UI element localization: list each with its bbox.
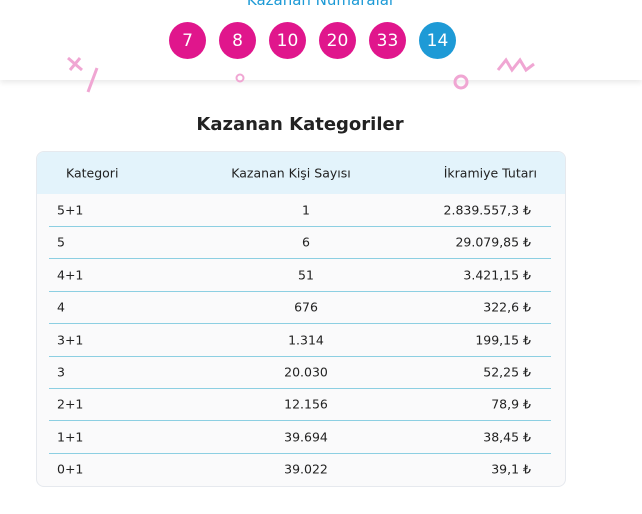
table: Kategori Kazanan Kişi Sayısı İkramiye Tuta… <box>36 151 566 487</box>
table-cell: 199,15 ₺ <box>475 332 531 348</box>
table-cell: 12.156 <box>284 396 328 412</box>
table-cell: 78,9 ₺ <box>491 396 531 412</box>
table-cell: 39,1 ₺ <box>491 461 531 477</box>
number-ball: 10 <box>269 22 306 59</box>
table-cell: 51 <box>298 267 314 283</box>
table-row: 1+1 39.694 38,45 ₺ <box>49 421 551 454</box>
table-row: 3 20.030 52,25 ₺ <box>49 356 551 389</box>
table-cell: 4+1 <box>57 267 84 283</box>
column-header: Kazanan Kişi Sayısı <box>231 165 351 181</box>
number-ball: 8 <box>219 22 256 59</box>
section-title: Kazanan Kategoriler <box>196 114 404 135</box>
table-cell: 20.030 <box>284 364 328 380</box>
table-row: 2+1 12.156 78,9 ₺ <box>49 388 551 422</box>
column-header: Kategori <box>66 165 119 181</box>
table-row: 5 6 29.079,85 ₺ <box>49 226 551 260</box>
table-row: 3+1 1.314 199,15 ₺ <box>49 324 551 357</box>
table-cell: 3 <box>57 364 65 380</box>
table-cell: 2+1 <box>57 396 84 412</box>
table-cell: 5+1 <box>57 202 84 218</box>
numbers-title: Kazanan Numaralar <box>246 0 396 9</box>
table-cell: 1+1 <box>57 429 84 445</box>
table-cell: 676 <box>294 299 318 315</box>
table-cell: 39.022 <box>284 461 328 477</box>
table-cell: 52,25 ₺ <box>483 364 531 380</box>
balls: 7 8 10 20 33 14 <box>169 22 456 59</box>
table-cell: 5 <box>57 234 65 250</box>
table-header: Kategori Kazanan Kişi Sayısı İkramiye Tuta… <box>37 152 565 194</box>
table-cell: 1.314 <box>288 332 324 348</box>
decoration <box>67 56 535 93</box>
number-ball: 20 <box>319 22 356 59</box>
table-row: 5+1 1 2.839.557,3 ₺ <box>49 194 551 227</box>
number-ball: 33 <box>369 22 406 59</box>
number-ball: 7 <box>169 22 206 59</box>
table-row: 4 676 322,6 ₺ <box>49 291 551 325</box>
table-cell: 39.694 <box>284 429 328 445</box>
table-cell: 322,6 ₺ <box>483 299 531 315</box>
table-cell: 3+1 <box>57 332 84 348</box>
column-header: İkramiye Tutarı <box>443 165 537 181</box>
results-card: Kazanan Numaralar 7 8 10 20 33 14 <box>0 0 642 80</box>
table-cell: 6 <box>302 234 310 250</box>
table-row: 4+1 51 3.421,15 ₺ <box>49 259 551 292</box>
table-cell: 2.839.557,3 ₺ <box>443 202 531 218</box>
table-cell: 4 <box>57 299 65 315</box>
table-cell: 38,45 ₺ <box>483 429 531 445</box>
table-row: 0+1 39.022 39,1 ₺ <box>49 453 551 485</box>
bonus-ball: 14 <box>419 22 456 59</box>
table-cell: 29.079,85 ₺ <box>455 234 531 250</box>
table-cell: 0+1 <box>57 461 84 477</box>
table-cell: 1 <box>302 202 310 218</box>
table-cell: 3.421,15 ₺ <box>463 267 531 283</box>
